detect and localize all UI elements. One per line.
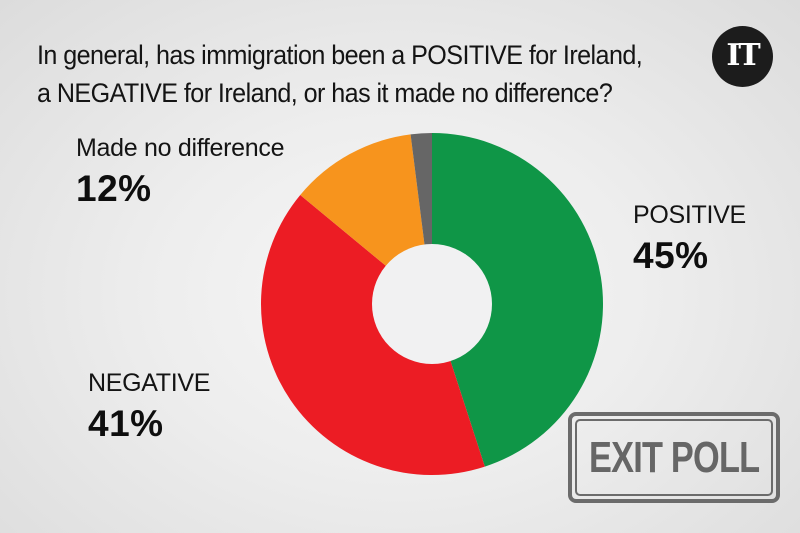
label-negative-name: NEGATIVE	[88, 369, 211, 397]
question-line-2: a NEGATIVE for Ireland, or has it made n…	[37, 78, 613, 108]
exit-poll-stamp-inner: EXIT POLL	[575, 419, 773, 496]
label-positive-name: POSITIVE	[633, 201, 746, 229]
logo-text: IT	[726, 38, 760, 73]
donut-segment-positive	[432, 133, 604, 467]
label-positive-pct: 45%	[633, 235, 709, 276]
irish-times-logo: IT	[712, 26, 773, 87]
label-negative: NEGATIVE 41%	[88, 369, 210, 445]
label-positive: POSITIVE 45%	[633, 201, 746, 277]
exit-poll-stamp: EXIT POLL	[568, 412, 780, 503]
label-negative-pct: 41%	[88, 403, 164, 444]
exit-poll-text: EXIT POLL	[588, 432, 760, 482]
donut-hole	[372, 244, 492, 364]
label-no-difference: Made no difference 12%	[76, 134, 284, 210]
donut-segment-negative	[260, 195, 485, 476]
chart-title: In general, has immigration been a POSIT…	[37, 36, 651, 112]
label-no-difference-pct: 12%	[76, 168, 152, 209]
label-no-difference-name: Made no difference	[76, 134, 285, 162]
question-line-1: In general, has immigration been a POSIT…	[37, 40, 643, 70]
